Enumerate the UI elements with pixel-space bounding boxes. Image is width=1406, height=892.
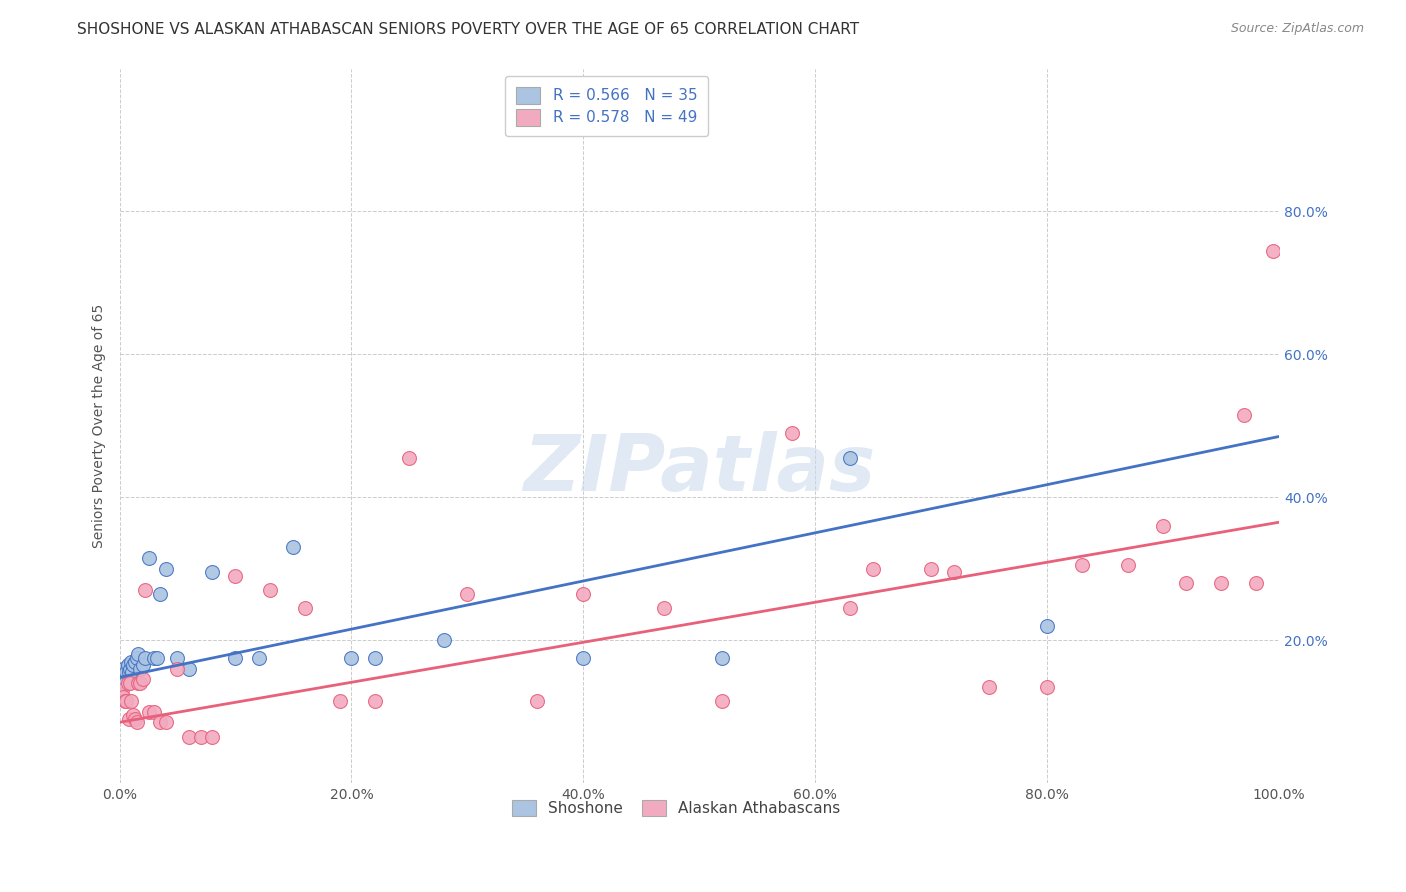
Point [166, 662, 188, 676]
Text: ZIPatlas: ZIPatlas [523, 431, 876, 507]
Point [526, 694, 548, 708]
Point [839, 450, 862, 465]
Point [920, 562, 942, 576]
Point [155, 562, 177, 576]
Point [363, 651, 385, 665]
Point [111, 665, 134, 680]
Point [117, 676, 139, 690]
Point [111, 683, 134, 698]
Point [1233, 408, 1256, 422]
Y-axis label: Seniors Poverty Over the Age of 65: Seniors Poverty Over the Age of 65 [93, 303, 107, 548]
Point [1244, 576, 1267, 591]
Point [839, 601, 862, 615]
Point [121, 665, 143, 680]
Point [862, 562, 884, 576]
Point [1116, 558, 1139, 573]
Point [134, 651, 156, 665]
Point [118, 712, 141, 726]
Point [118, 662, 141, 676]
Point [124, 655, 146, 669]
Point [112, 673, 135, 687]
Point [1036, 619, 1059, 633]
Point [145, 651, 167, 665]
Point [224, 651, 246, 665]
Point [1175, 576, 1198, 591]
Point [1152, 518, 1174, 533]
Point [294, 601, 316, 615]
Point [398, 450, 420, 465]
Point [120, 655, 142, 669]
Point [118, 665, 141, 680]
Point [132, 658, 155, 673]
Point [1209, 576, 1232, 591]
Point [155, 715, 177, 730]
Point [129, 662, 152, 676]
Point [190, 730, 212, 744]
Point [149, 587, 172, 601]
Point [127, 676, 149, 690]
Point [1263, 244, 1285, 258]
Point [224, 569, 246, 583]
Point [118, 676, 141, 690]
Point [340, 651, 363, 665]
Point [283, 541, 305, 555]
Point [114, 694, 136, 708]
Point [138, 705, 160, 719]
Point [114, 676, 136, 690]
Point [201, 566, 224, 580]
Point [259, 583, 281, 598]
Point [149, 715, 172, 730]
Point [117, 658, 139, 673]
Point [120, 694, 142, 708]
Point [433, 633, 456, 648]
Point [572, 587, 595, 601]
Point [127, 648, 149, 662]
Point [125, 715, 148, 730]
Point [115, 694, 138, 708]
Point [1070, 558, 1092, 573]
Point [363, 694, 385, 708]
Point [143, 651, 166, 665]
Point [111, 662, 134, 676]
Point [329, 694, 352, 708]
Point [115, 665, 138, 680]
Point [129, 676, 152, 690]
Point [979, 680, 1001, 694]
Point [1036, 680, 1059, 694]
Point [654, 601, 676, 615]
Text: Source: ZipAtlas.com: Source: ZipAtlas.com [1230, 22, 1364, 36]
Point [111, 690, 134, 705]
Point [943, 566, 966, 580]
Point [134, 583, 156, 598]
Point [711, 694, 734, 708]
Point [572, 651, 595, 665]
Legend: Shoshone, Alaskan Athabascans: Shoshone, Alaskan Athabascans [502, 790, 849, 825]
Point [166, 651, 188, 665]
Point [780, 425, 803, 440]
Point [456, 587, 478, 601]
Point [122, 658, 145, 673]
Point [143, 705, 166, 719]
Point [201, 730, 224, 744]
Point [124, 712, 146, 726]
Point [247, 651, 270, 665]
Point [138, 551, 160, 566]
Point [132, 673, 155, 687]
Point [122, 708, 145, 723]
Point [125, 651, 148, 665]
Point [177, 730, 200, 744]
Point [177, 662, 200, 676]
Point [711, 651, 734, 665]
Text: SHOSHONE VS ALASKAN ATHABASCAN SENIORS POVERTY OVER THE AGE OF 65 CORRELATION CH: SHOSHONE VS ALASKAN ATHABASCAN SENIORS P… [77, 22, 859, 37]
